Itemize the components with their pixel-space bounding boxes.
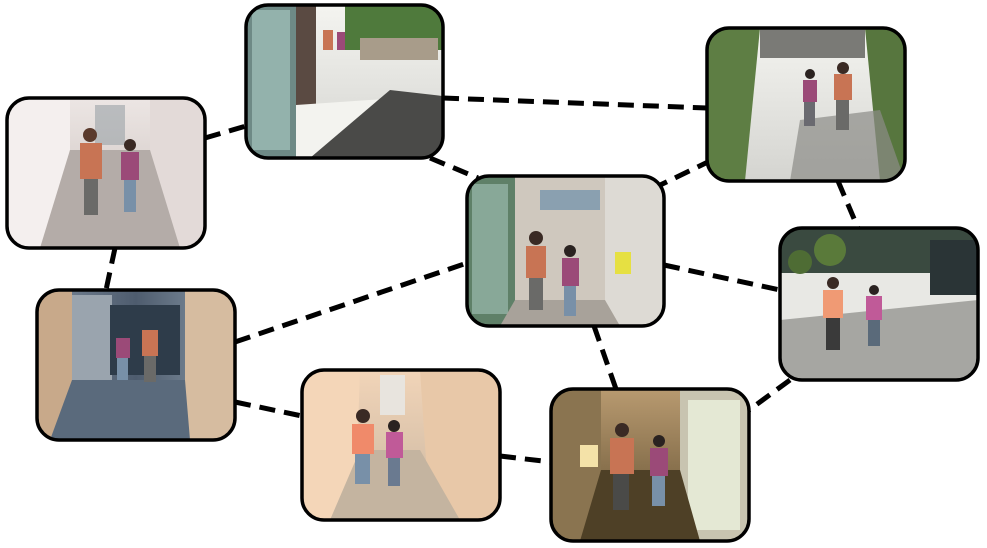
link-cam6-cam8 (747, 377, 792, 413)
link-cam2-cam5 (429, 155, 479, 181)
camera-frame-1 (5, 96, 207, 250)
link-cam4-cam7 (234, 399, 303, 419)
link-cam7-cam8 (499, 453, 552, 465)
camera-frame-4 (35, 288, 237, 442)
link-cam1-cam4 (103, 247, 118, 291)
camera-frame-8 (549, 387, 751, 543)
link-cam2-cam3 (442, 95, 708, 111)
link-cam5-cam8 (591, 325, 619, 390)
links (103, 95, 861, 465)
link-cam1-cam2 (204, 123, 247, 141)
camera-frame-3 (705, 26, 907, 183)
link-cam3-cam6 (835, 180, 861, 229)
link-cam3-cam5 (652, 157, 714, 191)
camera-frame-2 (244, 3, 445, 160)
camera-frame-5 (465, 174, 666, 328)
camera-frame-7 (300, 368, 502, 522)
camera-frame-6 (778, 226, 980, 382)
link-cam5-cam6 (663, 262, 781, 293)
link-cam4-cam5 (234, 260, 468, 345)
